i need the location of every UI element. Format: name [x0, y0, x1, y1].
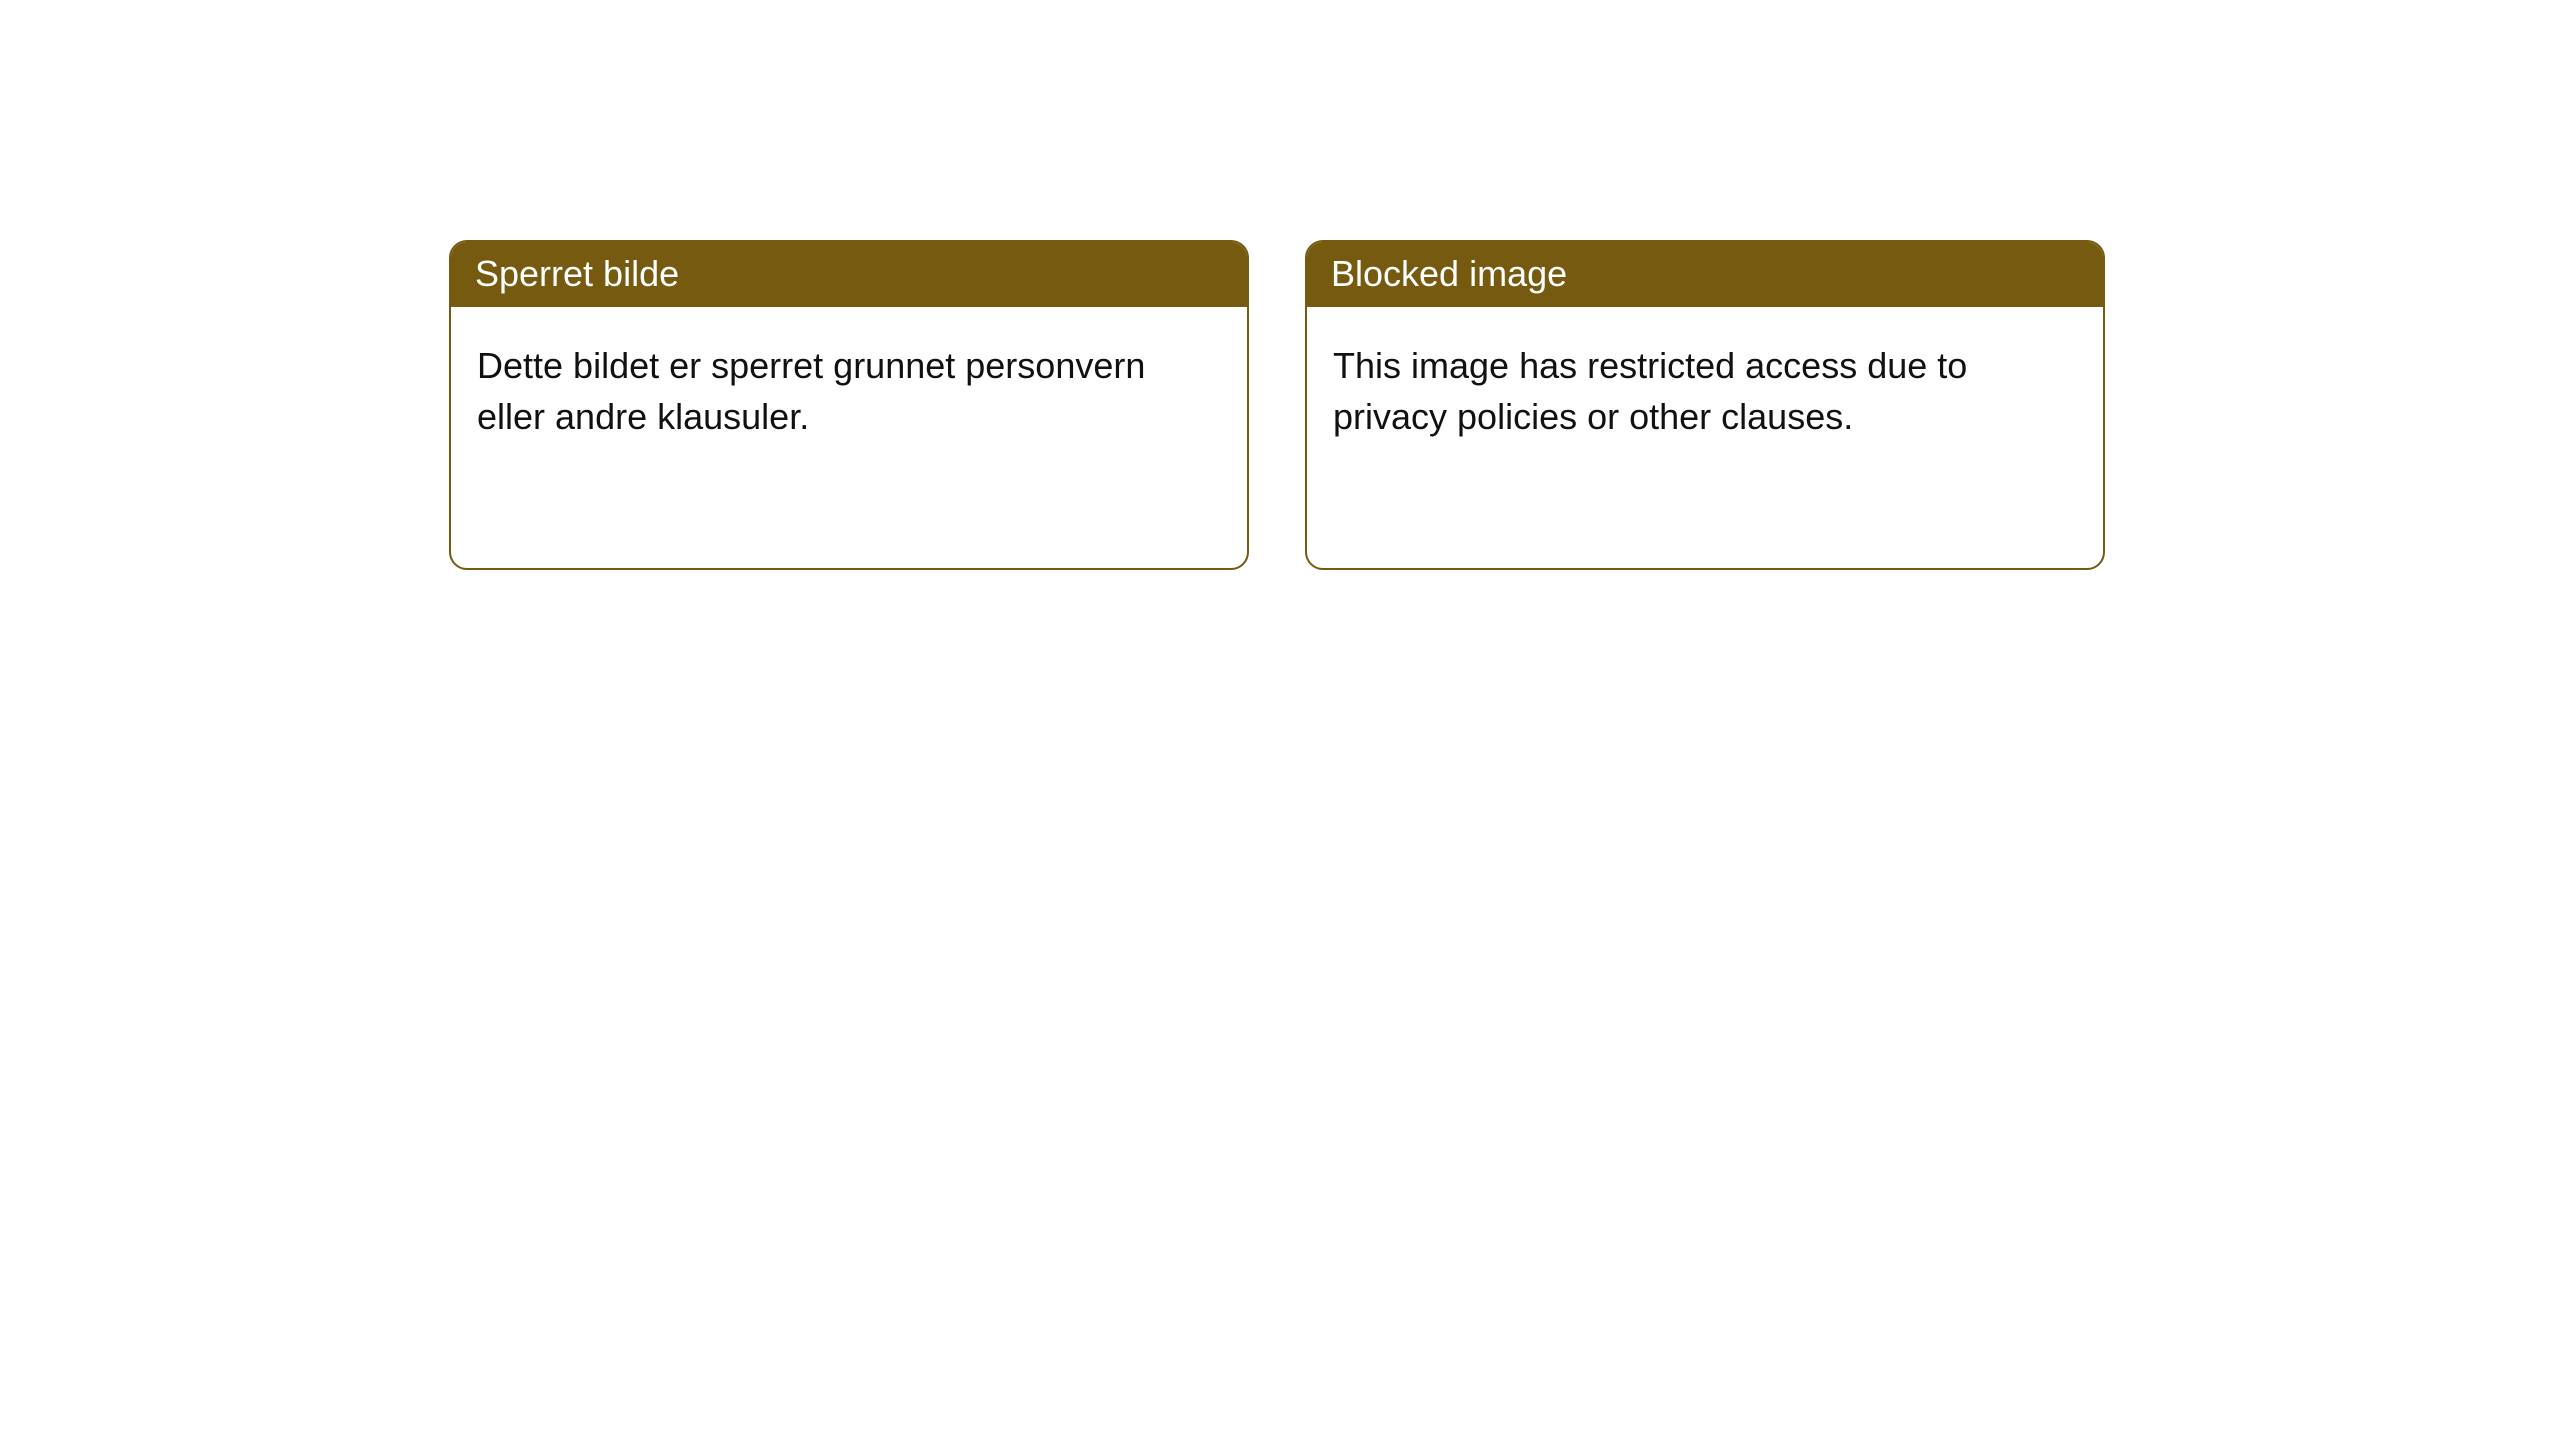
notice-card-norwegian: Sperret bilde Dette bildet er sperret gr…	[449, 240, 1249, 570]
notice-card-body: This image has restricted access due to …	[1307, 307, 2103, 568]
notice-card-english: Blocked image This image has restricted …	[1305, 240, 2105, 570]
notice-card-title: Sperret bilde	[451, 242, 1247, 307]
notice-card-body: Dette bildet er sperret grunnet personve…	[451, 307, 1247, 568]
notice-cards-row: Sperret bilde Dette bildet er sperret gr…	[449, 240, 2105, 570]
notice-card-title: Blocked image	[1307, 242, 2103, 307]
